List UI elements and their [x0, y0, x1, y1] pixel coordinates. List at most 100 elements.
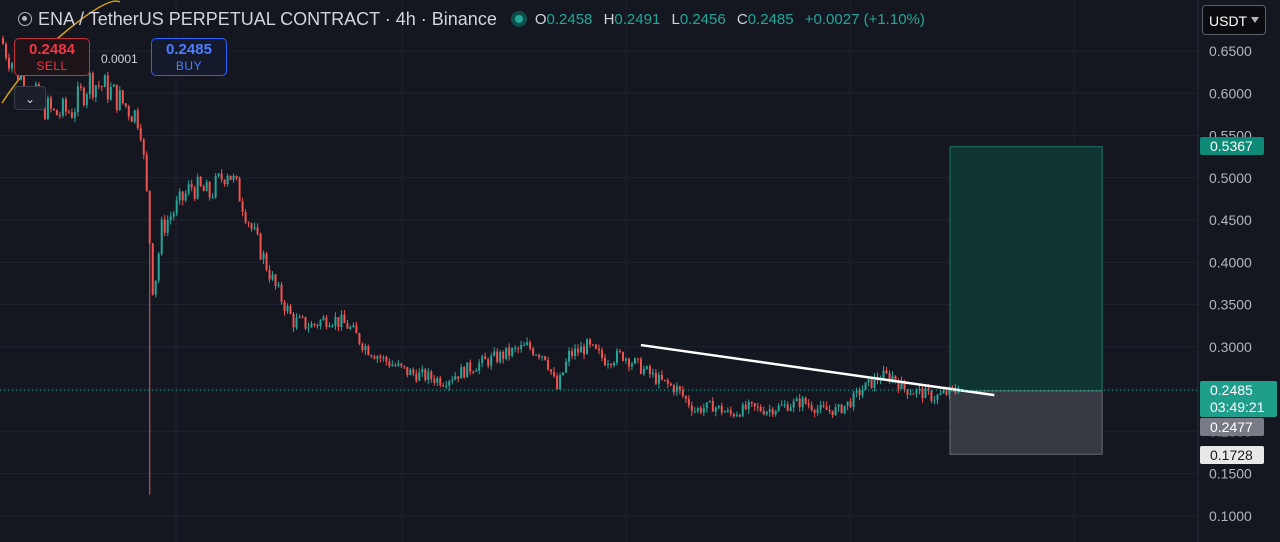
candle-body: [241, 201, 244, 212]
candle-body: [295, 317, 298, 328]
candle-body: [367, 346, 370, 356]
candle-body: [97, 85, 100, 87]
candle-body: [651, 372, 654, 375]
candle-body: [837, 404, 840, 408]
open-value: 0.2458: [546, 10, 593, 28]
trendline: [640, 343, 995, 397]
candle-body: [67, 111, 70, 113]
candle-body: [624, 358, 627, 361]
currency-selector[interactable]: USDT: [1202, 5, 1266, 35]
candle-body: [106, 75, 109, 100]
candle-body: [723, 411, 726, 413]
candle-body: [909, 393, 912, 395]
candle-body: [46, 97, 49, 119]
candle-body: [154, 280, 157, 295]
candle-body: [244, 211, 247, 223]
candle-body: [499, 351, 502, 363]
candle-body: [942, 390, 945, 394]
candle-body: [391, 364, 394, 367]
candle-body: [867, 379, 870, 383]
symbol-title[interactable]: ENA / TetherUS PERPETUAL CONTRACT · 4h ·…: [38, 8, 497, 29]
candle-body: [777, 405, 780, 411]
candle-body: [553, 371, 556, 377]
candle-body: [379, 356, 382, 358]
sell-button[interactable]: 0.2484 SELL: [14, 38, 90, 76]
candle-body: [654, 372, 657, 384]
candle-body: [864, 382, 867, 390]
candle-body: [858, 390, 861, 396]
candle-body: [430, 371, 433, 379]
candle-body: [217, 173, 220, 177]
candle-body: [127, 106, 130, 117]
candle-body: [166, 220, 169, 233]
candle-body: [202, 186, 205, 192]
candle-body: [586, 339, 589, 355]
candle-body: [732, 413, 735, 417]
candle-body: [804, 397, 807, 404]
candle-body: [729, 409, 732, 414]
candle-body: [924, 388, 927, 399]
candle-body: [76, 86, 79, 113]
candle-body: [139, 127, 142, 140]
candle-body: [214, 176, 217, 197]
candle-body: [675, 386, 678, 393]
candle-body: [292, 313, 295, 328]
candle-body: [274, 274, 277, 286]
candle-body: [496, 351, 499, 363]
candle-body: [535, 354, 538, 356]
moving-average-line: [1, 0, 121, 104]
buy-button[interactable]: 0.2485 BUY: [151, 38, 227, 76]
candle-body: [94, 85, 97, 98]
candle-body: [870, 379, 873, 388]
y-tick-label: 0.6500: [1209, 43, 1252, 59]
candle-body: [825, 406, 828, 411]
candle-body: [834, 407, 837, 415]
sell-price: 0.2484: [29, 41, 75, 58]
stop-loss-price-tag: 0.1728: [1200, 446, 1264, 464]
candle-body: [235, 175, 238, 179]
high-label: H: [603, 10, 615, 28]
candle-body: [505, 347, 508, 359]
candle-body: [322, 317, 325, 321]
candle-body: [672, 385, 675, 393]
close-label: C: [736, 10, 748, 28]
candle-body: [4, 44, 7, 58]
candle-body: [427, 371, 430, 380]
candle-body: [589, 339, 592, 345]
y-tick-label: 0.1000: [1209, 508, 1252, 524]
candle-body: [316, 324, 319, 326]
candle-body: [160, 219, 163, 254]
candle-body: [894, 375, 897, 382]
chart-header: ENA / TetherUS PERPETUAL CONTRACT · 4h ·…: [0, 6, 925, 32]
candle-body: [556, 376, 559, 389]
candle-body: [193, 187, 196, 199]
candle-body: [226, 175, 229, 185]
candle-body: [436, 377, 439, 383]
candle-body: [897, 381, 900, 390]
candle-body: [454, 376, 457, 380]
candle-body: [891, 375, 894, 382]
candle-body: [595, 344, 598, 349]
candle-body: [364, 346, 367, 351]
candle-body: [478, 362, 481, 371]
candle-body: [900, 380, 903, 390]
candle-body: [762, 410, 765, 415]
collapse-button[interactable]: ⌄: [14, 86, 46, 110]
candle-body: [828, 410, 831, 412]
candle-body: [792, 401, 795, 408]
candle-body: [382, 356, 385, 358]
ohlc-legend: O0.2458 H0.2491 L0.2456 C0.2485 +0.0027 …: [535, 11, 925, 28]
candle-body: [687, 398, 690, 406]
candle-body: [744, 404, 747, 409]
candle-body: [526, 342, 529, 345]
candle-body: [1, 38, 4, 45]
candle-body: [918, 388, 921, 390]
candle-body: [511, 348, 514, 356]
candle-body: [711, 401, 714, 412]
candle-body: [19, 74, 22, 80]
candle-body: [798, 398, 801, 408]
candle-body: [130, 116, 133, 122]
candle-body: [196, 176, 199, 199]
candle-body: [544, 356, 547, 360]
